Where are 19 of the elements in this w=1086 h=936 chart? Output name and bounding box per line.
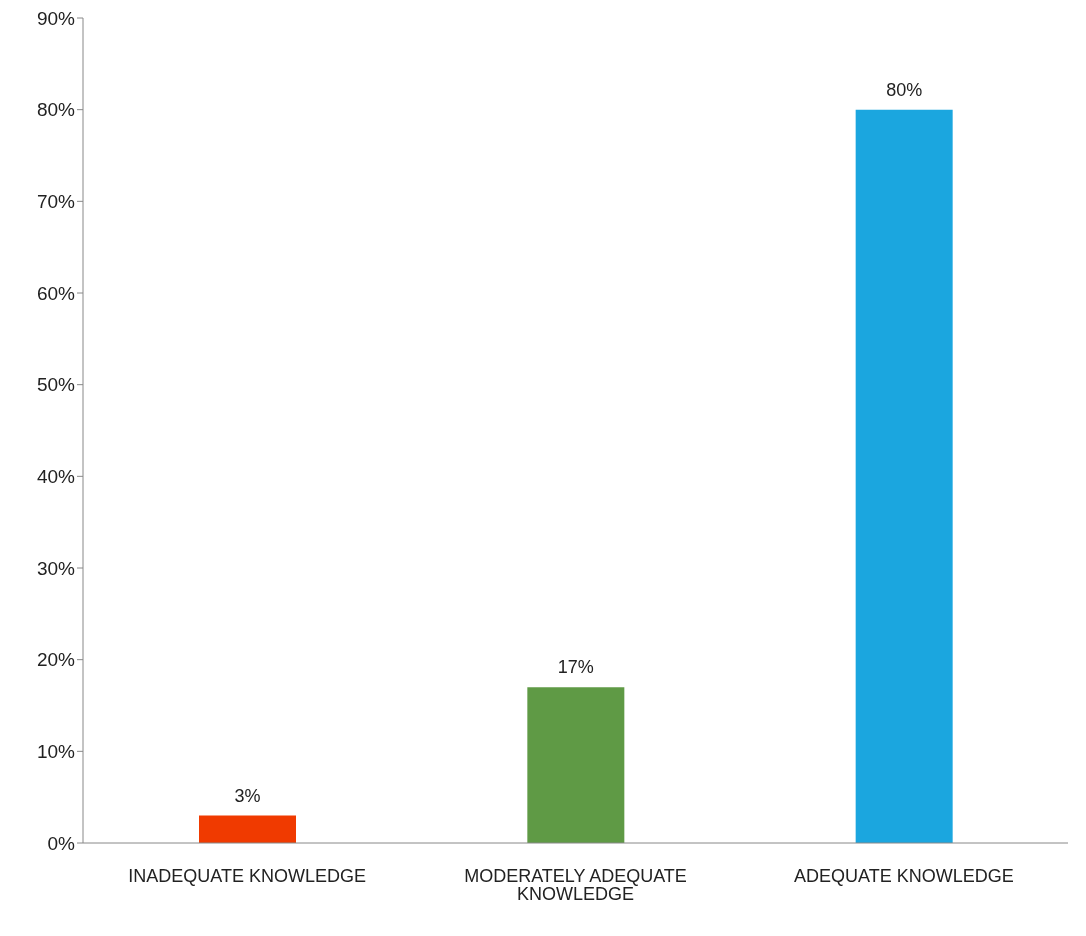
bar <box>855 109 953 843</box>
bar <box>199 815 296 843</box>
y-tick-label: 30% <box>36 557 76 579</box>
y-tick-label: 50% <box>36 374 76 396</box>
x-tick-label: MODERATELY ADEQUATE KNOWLEDGE <box>464 865 687 904</box>
y-tick-label: 90% <box>36 7 76 29</box>
y-tick-label: 20% <box>36 649 76 671</box>
y-tick-label: 0% <box>47 832 76 854</box>
data-label: 3% <box>234 785 261 806</box>
x-tick-label: ADEQUATE KNOWLEDGE <box>793 865 1014 886</box>
bar <box>527 687 625 843</box>
y-tick-label: 80% <box>36 99 76 121</box>
x-tick-label: INADEQUATE KNOWLEDGE <box>128 865 367 886</box>
y-tick-label: 70% <box>36 191 76 213</box>
y-tick-label: 40% <box>36 466 76 488</box>
data-label: 17% <box>557 657 594 678</box>
y-tick-label: 10% <box>36 741 76 763</box>
y-tick-label: 60% <box>36 282 76 304</box>
data-label: 80% <box>886 79 923 100</box>
